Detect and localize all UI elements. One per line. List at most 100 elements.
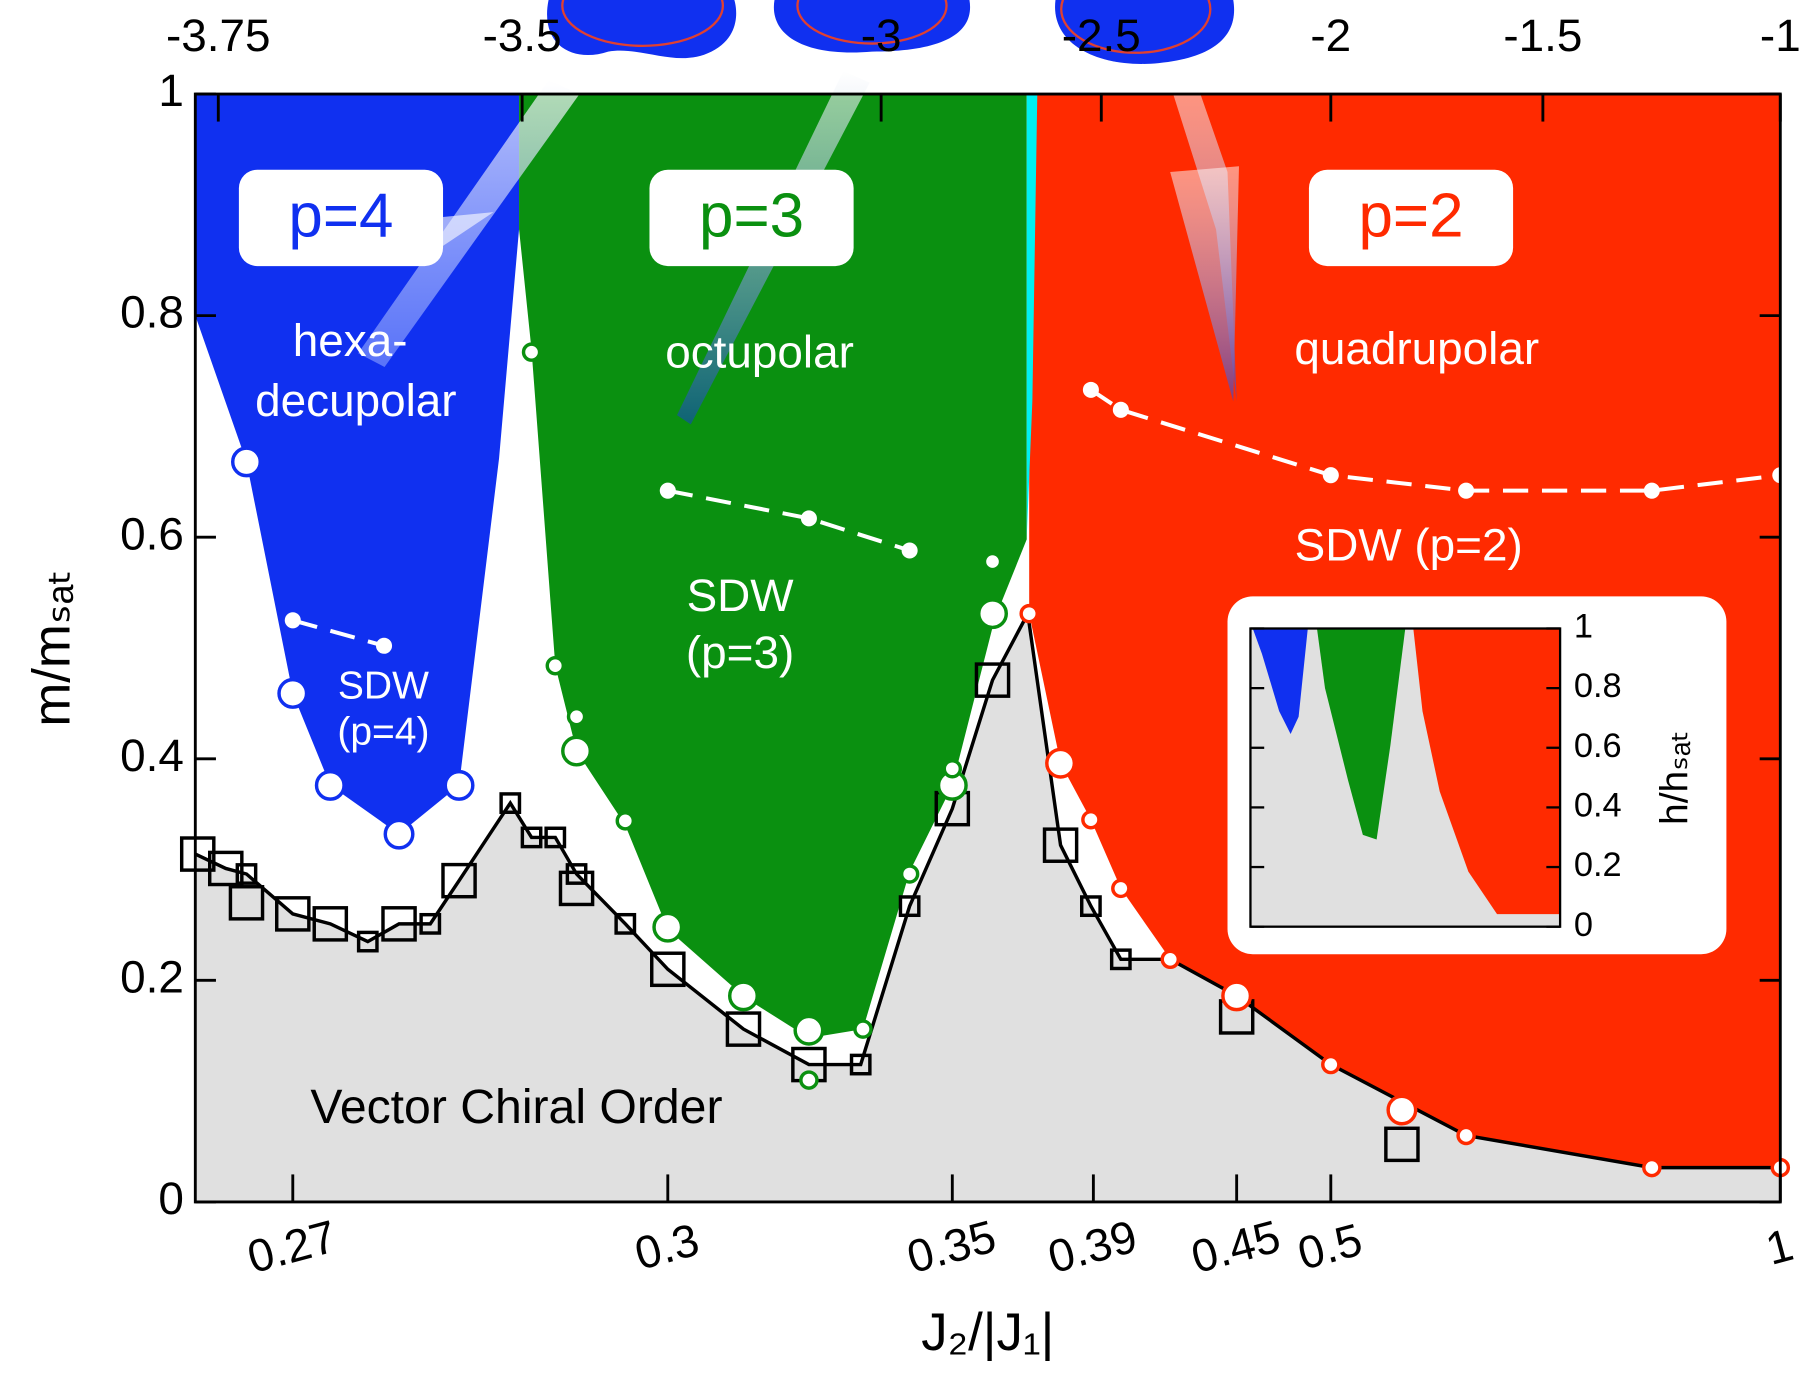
dot-marker [659,482,676,499]
square-marker [441,862,477,899]
x-tick-label: 0.35 [901,1210,1001,1283]
circle-marker [1019,603,1039,624]
x2-tick-label: -2.5 [1062,9,1141,61]
orbital-ring [1060,0,1212,54]
inset-y-axis-label: h/hₛₐₜ [1653,730,1696,825]
inset-y-tick-label: 0.4 [1574,787,1622,825]
circle-marker [793,1014,825,1046]
region-label: p=2 [1358,182,1463,251]
square-marker [228,885,265,921]
phase-region [1026,94,1038,538]
circle-marker [977,598,1008,630]
square-marker [499,792,522,814]
inset-region [1252,628,1308,735]
square-marker [1080,895,1102,918]
label-box [1308,169,1514,267]
square-marker [898,895,921,918]
x2-tick-label: -2 [1310,9,1351,61]
square-marker [974,662,1011,698]
x2-tick-label: -3.5 [483,9,562,61]
inset-y-tick-label: 1 [1574,608,1593,646]
label-box [238,169,444,267]
series-line [292,618,385,648]
dot-marker [901,542,918,559]
square-marker [1384,1126,1420,1163]
x-axis-label: J₂/|J₁| [921,1303,1054,1362]
phase-region [519,94,1027,1038]
square-marker [419,912,442,935]
y-tick-label: 0.6 [120,507,184,559]
x2-tick-label: -1 [1760,9,1799,61]
area-label: Vector Chiral Order [310,1080,722,1134]
circle-marker [652,911,684,943]
square-marker [275,896,311,932]
square-marker [650,951,686,988]
dot-marker [1082,381,1099,398]
order-label: hexa- [293,314,408,366]
inset-region [1413,628,1561,915]
circle-marker [1221,980,1253,1012]
square-marker [725,1011,762,1047]
orbital-icon [547,0,737,59]
circle-marker [1642,1157,1662,1178]
y-tick-label: 0 [158,1172,184,1224]
dot-marker [284,612,301,629]
order-label: quadrupolar [1294,322,1539,374]
circle-marker [231,446,262,478]
orbital-icon [773,0,971,53]
circle-marker [1045,747,1077,779]
mark-layer [179,342,1791,1178]
square-marker [520,826,543,849]
square-marker [1042,827,1079,863]
order-label: octupolar [665,326,854,378]
square-marker [381,906,417,942]
square-marker [207,850,244,887]
inset-frame [1249,627,1562,928]
area-fill [195,613,1781,1202]
sdw-label: (p=4) [337,710,429,753]
circle-marker [853,1019,873,1039]
label-box [649,169,854,267]
inset-y-tick-label: 0.6 [1574,727,1622,765]
circle-marker [942,759,963,779]
arrow-head [433,212,494,247]
square-marker [565,863,588,885]
series-line [667,488,911,553]
circle-marker [545,655,566,676]
y-axis-label: m/mₛₐₜ [22,569,81,726]
square-marker [558,870,595,907]
circle-marker [1111,878,1131,899]
square-marker [312,906,349,942]
square-marker [614,912,637,935]
x-tick-label: 0.3 [629,1213,704,1280]
sdw-label: SDW [687,569,795,621]
dot-marker [1112,401,1129,418]
inset-y-tick-label: 0.8 [1574,667,1622,705]
label-layer: p=4hexa-decupolarSDW(p=4)p=3octupolarSDW… [238,169,1539,1134]
x2-tick-label: -1.5 [1503,9,1582,61]
x-tick-label: 0.45 [1186,1210,1286,1283]
dot-marker [376,637,393,654]
order-label: decupolar [255,374,456,426]
inset-region [1316,628,1406,840]
circle-marker [443,769,475,801]
circle-marker [1456,1125,1476,1146]
arrow-head [1170,166,1239,402]
arrow [1172,89,1237,402]
x-tick-label: 0.39 [1043,1210,1143,1283]
y-tick-label: 0.4 [120,729,184,781]
sdw-label: (p=3) [686,626,794,678]
sdw-label: SDW (p=2) [1295,518,1523,570]
circle-marker [277,677,309,709]
circle-marker [1321,1054,1341,1075]
circle-marker [727,980,759,1012]
circle-marker [899,864,920,884]
dot-marker [800,510,817,527]
x-tick-label: 0.5 [1292,1213,1367,1280]
series-line [1089,388,1781,493]
dot-marker [1322,467,1339,484]
dot-marker [1458,482,1475,499]
orbital-ring [561,0,725,48]
plot-frame [193,92,1782,1204]
